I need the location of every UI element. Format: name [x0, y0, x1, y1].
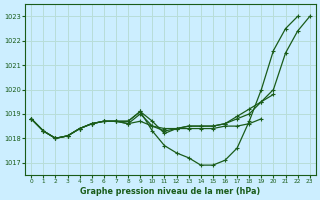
X-axis label: Graphe pression niveau de la mer (hPa): Graphe pression niveau de la mer (hPa)	[80, 187, 261, 196]
